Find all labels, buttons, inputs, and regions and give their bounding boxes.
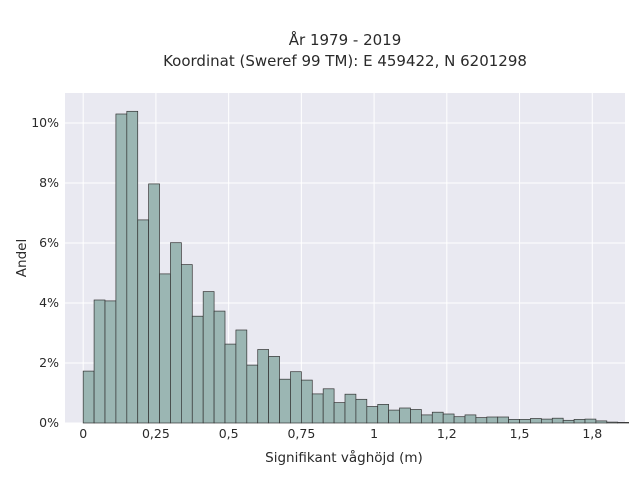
histogram-bar [355, 398, 368, 424]
chart-subtitle: Koordinat (Sweref 99 TM): E 459422, N 62… [163, 52, 527, 70]
histogram-bar [290, 371, 302, 424]
y-axis-label: Andel [14, 239, 30, 277]
x-tick-label: 0,75 [287, 426, 315, 441]
x-axis-ticks: 0 0,25 0,5 0,75 1 1,2 1,5 1,8 [79, 426, 602, 441]
histogram-bar [475, 417, 488, 424]
histogram-bar [410, 409, 422, 424]
x-tick-label: 1,8 [582, 426, 602, 441]
histogram-bar [431, 411, 444, 424]
histogram-bar [584, 418, 597, 424]
histogram-bar [82, 370, 95, 424]
histogram-bar [301, 379, 313, 424]
y-tick-label: 8% [39, 175, 59, 190]
histogram-bar [137, 219, 149, 424]
histogram-bar [486, 416, 499, 424]
y-tick-label: 4% [39, 295, 59, 310]
histogram-bar [464, 414, 477, 424]
histogram-bar [202, 291, 215, 424]
y-tick-label: 2% [39, 355, 59, 370]
histogram-bar [170, 242, 182, 424]
bars [82, 110, 629, 424]
histogram-bar [421, 414, 433, 424]
x-tick-label: 0,5 [219, 426, 239, 441]
histogram-bar [224, 343, 237, 424]
x-tick-label: 1,5 [510, 426, 530, 441]
histogram-bar [399, 407, 411, 424]
histogram-bar [497, 416, 509, 424]
histogram-bar [268, 356, 280, 424]
histogram-bar [311, 393, 324, 424]
histogram-bar [562, 419, 575, 424]
histogram-bar [541, 418, 553, 424]
histogram-bar [181, 264, 193, 424]
histogram-bar [279, 378, 291, 424]
histogram-bar [595, 420, 608, 424]
y-tick-label: 10% [31, 115, 59, 130]
histogram-bar [530, 418, 542, 424]
x-tick-label: 0,25 [142, 426, 170, 441]
y-axis-ticks: 0% 2% 4% 6% 8% 10% [31, 115, 59, 430]
histogram-bar [344, 393, 357, 424]
histogram-bar [257, 349, 269, 424]
histogram-bar [388, 409, 400, 424]
y-tick-label: 0% [39, 415, 59, 430]
histogram-bar [191, 315, 204, 424]
histogram-bar [93, 299, 106, 424]
histogram-bar [366, 406, 379, 424]
x-axis-label: Signifikant våghöjd (m) [265, 449, 423, 466]
histogram-bar [104, 300, 117, 424]
x-tick-label: 0 [79, 426, 87, 441]
histogram-bar [606, 421, 619, 424]
histogram-bar [519, 419, 531, 424]
histogram-bar [235, 329, 248, 424]
x-tick-label: 1,2 [437, 426, 457, 441]
histogram-bar [159, 273, 171, 424]
y-tick-label: 6% [39, 235, 59, 250]
chart-title: År 1979 - 2019 [289, 30, 402, 49]
histogram-bar [551, 417, 564, 424]
histogram-bar [442, 413, 455, 424]
histogram-bar [246, 364, 259, 424]
histogram-bar [617, 422, 629, 424]
histogram-bar [322, 388, 335, 424]
histogram-bar [377, 404, 389, 424]
histogram-bar [508, 419, 520, 424]
histogram-bar [115, 113, 128, 424]
x-tick-label: 1 [370, 426, 378, 441]
histogram-bar [213, 310, 226, 424]
histogram-bar [148, 183, 160, 424]
histogram-bar [333, 402, 346, 424]
histogram-bar [453, 416, 466, 424]
histogram-bar [573, 419, 586, 424]
histogram-bar [126, 110, 139, 424]
